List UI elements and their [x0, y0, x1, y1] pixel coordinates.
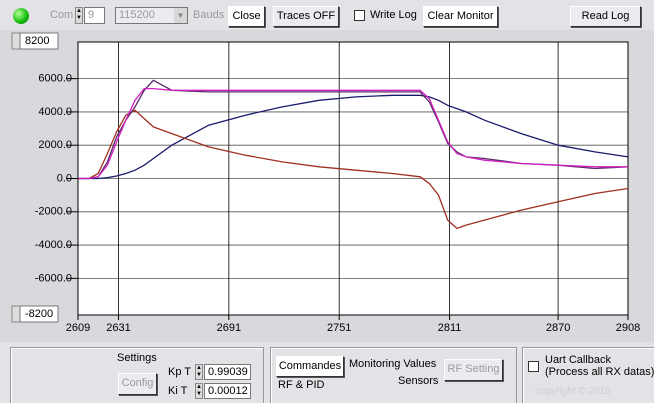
- kp-spinner[interactable]: ▲ ▼: [195, 364, 203, 380]
- traces-button[interactable]: Traces OFF: [273, 6, 339, 27]
- rf-pid-label: RF & PID: [278, 379, 325, 391]
- x-tick-label: 2609: [66, 322, 90, 334]
- ki-spinner[interactable]: ▲ ▼: [195, 383, 203, 399]
- x-tick-label: 2811: [438, 322, 462, 334]
- ymin-box[interactable]: [19, 305, 59, 323]
- close-button[interactable]: Close: [228, 6, 265, 27]
- kp-value[interactable]: 0.99039: [204, 364, 251, 380]
- y-tick-label: 0.0: [57, 172, 72, 184]
- series-line: [78, 79, 629, 180]
- uart-checkbox[interactable]: [528, 361, 539, 372]
- ymax-value: 8200: [25, 35, 49, 47]
- x-tick-label: 2631: [106, 322, 130, 334]
- status-led: [13, 8, 29, 24]
- ki-value[interactable]: 0.00012: [204, 383, 251, 399]
- monitoring-label: Monitoring Values: [349, 358, 437, 370]
- uart-label: Uart Callback: [545, 354, 612, 366]
- sensors-label: Sensors: [398, 375, 439, 387]
- dropdown-arrow[interactable]: ▼: [174, 8, 187, 23]
- settings-label: Settings: [117, 352, 157, 364]
- series-line: [78, 87, 628, 180]
- y-tick-label: 2000.0: [38, 139, 72, 151]
- y-tick-label: -6000.0: [35, 272, 72, 284]
- write-log-label: Write Log: [370, 9, 417, 21]
- y-tick-label: -2000.0: [35, 206, 72, 218]
- series-line: [78, 94, 629, 180]
- com-spinner[interactable]: ▲ ▼: [75, 7, 83, 24]
- com-port[interactable]: 9: [84, 7, 105, 24]
- settings-panel: [10, 347, 264, 403]
- y-tick-label: -4000.0: [35, 239, 72, 251]
- commands-panel: [270, 347, 517, 403]
- kp-label: Kp T: [168, 366, 192, 378]
- ymin-spinner[interactable]: [11, 305, 21, 323]
- commandes-button[interactable]: Commandes: [276, 356, 344, 377]
- com-label: Com: [50, 9, 74, 21]
- uart-note: (Process all RX datas): [545, 366, 654, 378]
- write-log-checkbox[interactable]: [354, 10, 365, 21]
- uart-panel: [522, 347, 654, 403]
- baud-dropdown[interactable]: 115200: [115, 7, 188, 24]
- bauds-label: Bauds: [193, 9, 225, 21]
- x-tick-label: 2908: [616, 322, 640, 334]
- series-line: [78, 109, 629, 230]
- clear-monitor-button[interactable]: Clear Monitor: [423, 6, 498, 27]
- rf-setting-button[interactable]: RF Setting: [444, 359, 503, 381]
- ymax-box[interactable]: [19, 32, 59, 50]
- y-tick-label: 6000.0: [38, 73, 72, 85]
- x-tick-label: 2691: [217, 322, 241, 334]
- x-tick-label: 2870: [546, 322, 570, 334]
- y-tick-label: 4000.0: [38, 106, 72, 118]
- ymax-spinner[interactable]: [11, 32, 21, 50]
- x-tick-label: 2751: [327, 322, 351, 334]
- chart: 8200 -8200 6000.0 4000.0 2000.0 0.0 -2000.0 -…: [0, 30, 654, 342]
- ki-label: Ki T: [168, 385, 188, 397]
- ymin-value: -8200: [25, 308, 53, 320]
- config-button[interactable]: Config: [118, 373, 157, 395]
- watermark: copyright © 2010: [535, 386, 611, 397]
- read-log-button[interactable]: Read Log: [570, 6, 641, 27]
